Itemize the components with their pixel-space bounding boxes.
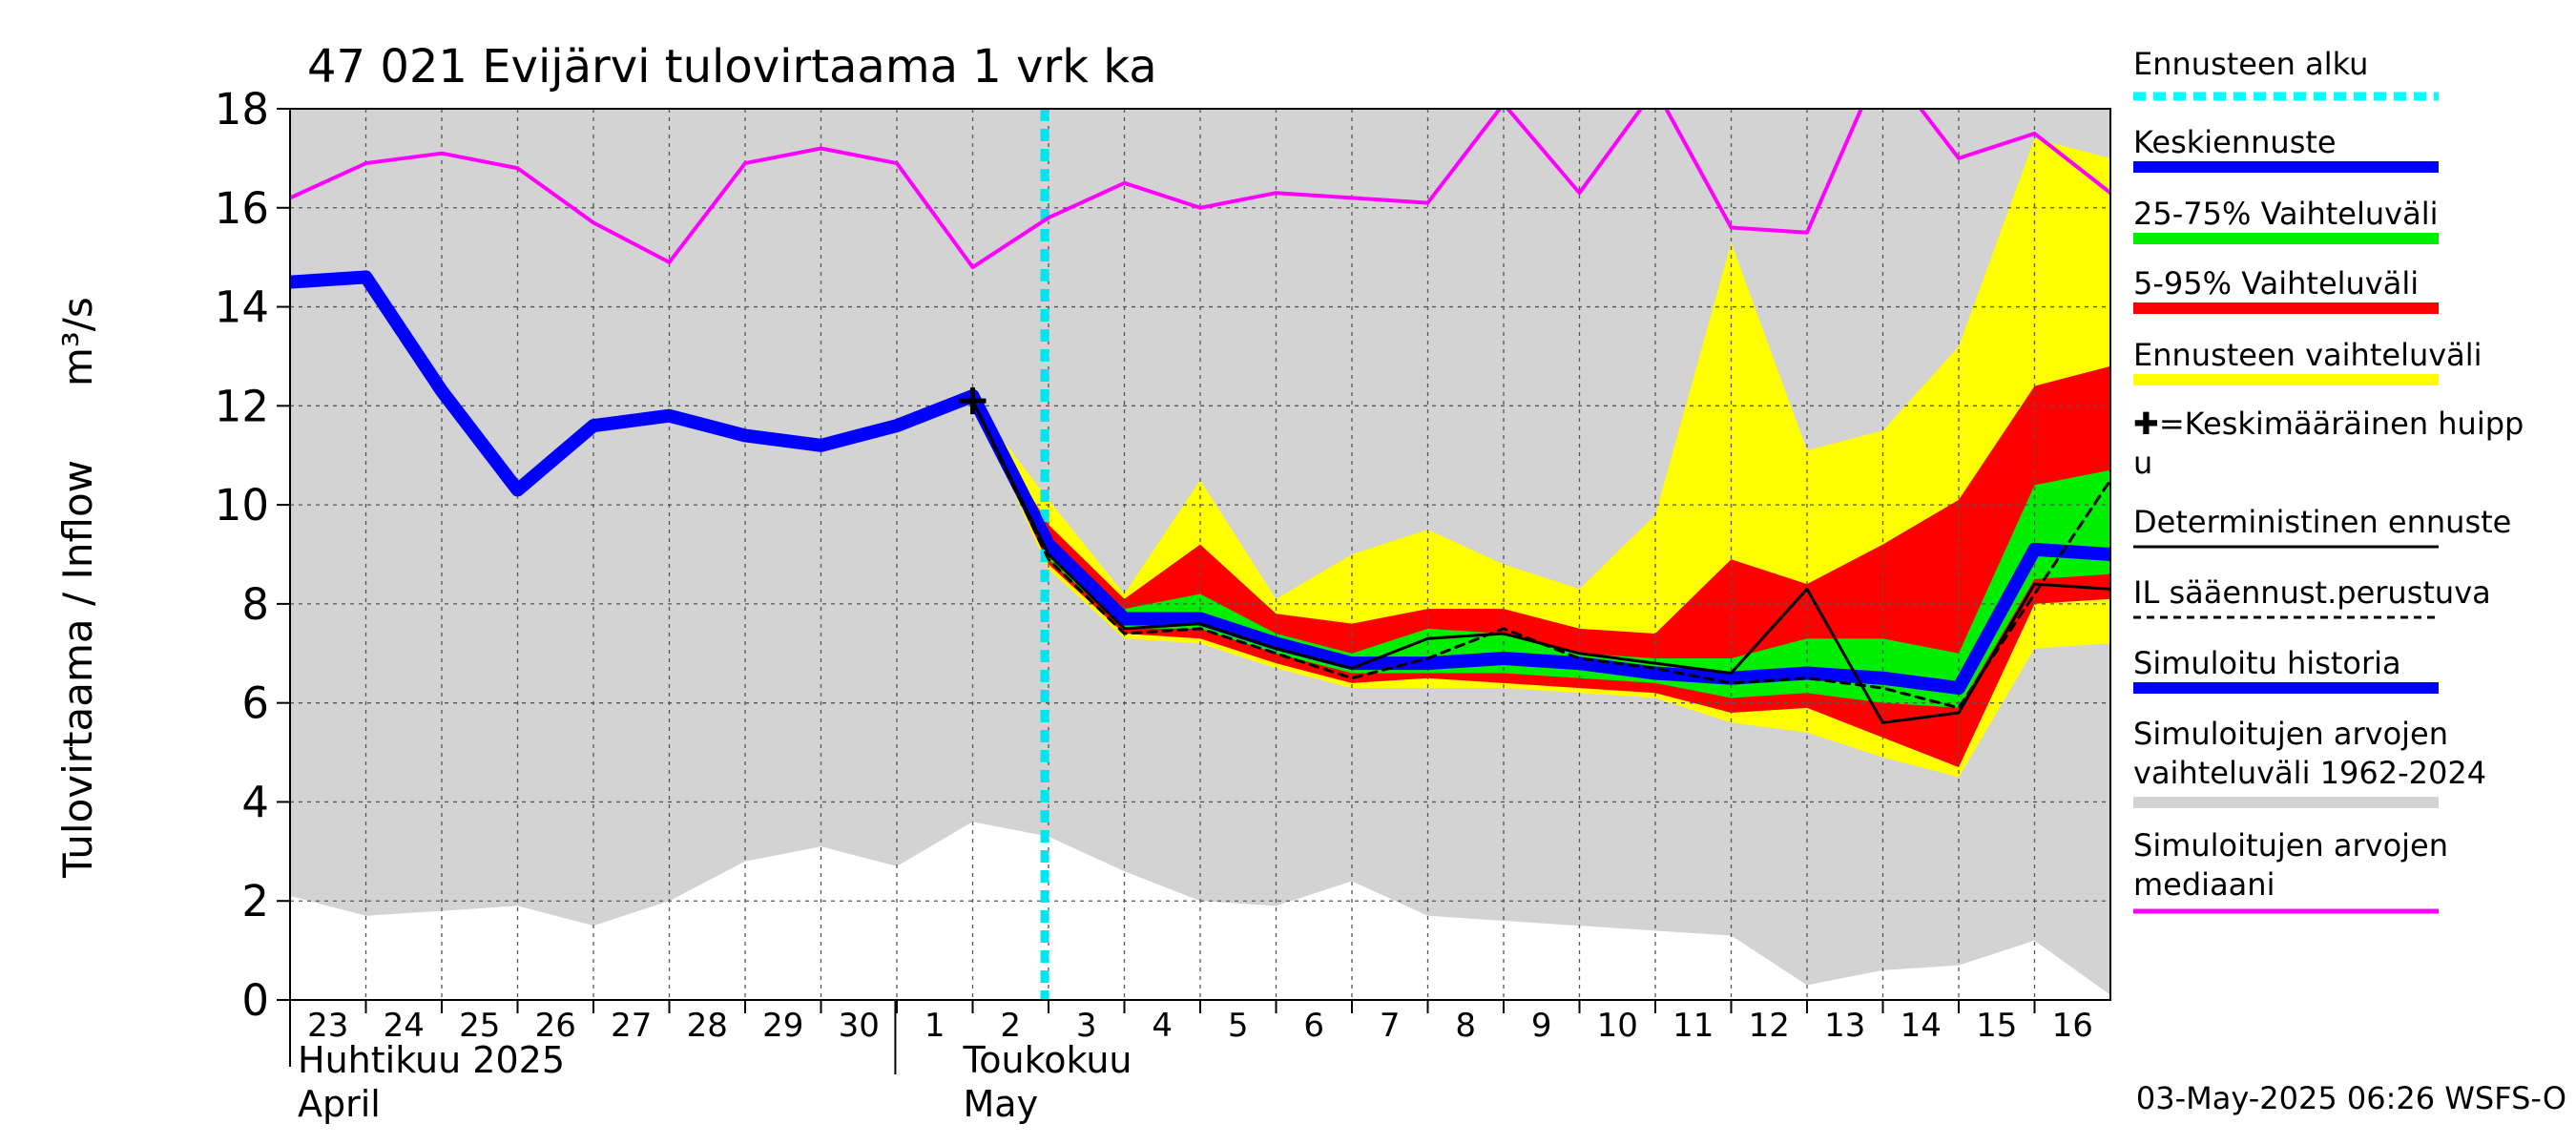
x-tick-label: 7 — [1380, 1007, 1401, 1045]
legend-label-line2: vaihteluväli 1962-2024 — [2133, 755, 2486, 791]
legend-label: Ennusteen vaihteluväli — [2133, 337, 2483, 373]
x-tick-label: 14 — [1901, 1007, 1942, 1045]
x-tick-label: 15 — [1976, 1007, 2017, 1045]
x-tick-label: 9 — [1531, 1007, 1552, 1045]
month-label-may-fi: Toukokuu — [963, 1039, 1132, 1081]
legend-label: Keskiennuste — [2133, 124, 2337, 160]
x-tick-label: 5 — [1228, 1007, 1249, 1045]
x-tick-label: 27 — [611, 1007, 652, 1045]
line-il-s-ennust-perustuva — [971, 399, 2110, 710]
y-tick-label: 2 — [241, 876, 269, 926]
y-tick-label: 14 — [215, 282, 269, 333]
legend-label: Simuloitujen arvojen — [2133, 827, 2448, 864]
legend-label-line2: mediaani — [2133, 866, 2275, 903]
x-tick-label: 11 — [1672, 1007, 1714, 1045]
legend-label: 5-95% Vaihteluväli — [2133, 265, 2419, 302]
y-tick-label: 8 — [241, 579, 269, 630]
x-tick-label: 25 — [459, 1007, 500, 1045]
legend-label: 25-75% Vaihteluväli — [2133, 196, 2438, 232]
x-tick-label: 8 — [1455, 1007, 1476, 1045]
x-tick-label: 6 — [1303, 1007, 1324, 1045]
line-simuloitujen-arvojen-mediaani — [290, 109, 2110, 270]
x-tick-label: 23 — [307, 1007, 348, 1045]
timestamp-footer: 03-May-2025 06:26 WSFS-O — [2136, 1080, 2566, 1116]
month-label-april-fi: Huhtikuu 2025 — [298, 1039, 565, 1081]
legend-label: Simuloitujen arvojen — [2133, 716, 2448, 752]
y-tick-label: 10 — [215, 480, 269, 531]
line-keskiennuste — [966, 388, 2110, 696]
x-tick-label: 13 — [1824, 1007, 1865, 1045]
chart-title: 47 021 Evijärvi tulovirtaama 1 vrk ka — [307, 40, 1157, 94]
x-tick-label: 3 — [1076, 1007, 1097, 1045]
legend-label: ✚=Keskimääräinen huipp — [2133, 406, 2524, 442]
mean-peak-marker — [959, 387, 987, 415]
legend-label: IL sääennust.perustuva — [2133, 574, 2491, 611]
legend-item: 5-95% Vaihteluväli — [2133, 265, 2439, 314]
legend-label-line2: u — [2133, 445, 2152, 481]
y-tick-label: 12 — [215, 381, 269, 431]
x-tick-label: 12 — [1749, 1007, 1790, 1045]
y-tick-label: 0 — [241, 975, 269, 1026]
x-tick-label: 30 — [839, 1007, 880, 1045]
legend-item: Ennusteen vaihteluväli — [2133, 337, 2483, 385]
legend-item: Deterministinen ennuste — [2133, 504, 2511, 549]
month-label-april-en: April — [298, 1083, 381, 1125]
legend-label: Simuloitu historia — [2133, 645, 2401, 681]
x-tick-label: 24 — [384, 1007, 425, 1045]
x-tick-label: 10 — [1597, 1007, 1638, 1045]
y-axis-unit: m³/s — [54, 297, 101, 386]
line-simuloitu-historia — [290, 270, 980, 497]
legend-label: Deterministinen ennuste — [2133, 504, 2511, 540]
y-tick-label: 6 — [241, 678, 269, 729]
x-tick-label: 26 — [535, 1007, 576, 1045]
legend-item: 25-75% Vaihteluväli — [2133, 196, 2439, 244]
month-label-may-en: May — [964, 1083, 1039, 1125]
legend-item: IL sääennust.perustuva — [2133, 574, 2491, 619]
y-tick-label: 4 — [241, 777, 269, 827]
x-tick-label: 1 — [924, 1007, 945, 1045]
y-tick-label: 18 — [215, 84, 269, 135]
x-tick-label: 2 — [1000, 1007, 1021, 1045]
y-axis-label: Tulovirtaama / Inflow — [54, 460, 101, 879]
legend-label: Ennusteen alku — [2133, 46, 2368, 82]
x-tick-label: 28 — [687, 1007, 728, 1045]
x-tick-label: 16 — [2052, 1007, 2093, 1045]
x-tick-label: 4 — [1152, 1007, 1173, 1045]
legend-item: Keskiennuste — [2133, 124, 2439, 173]
x-tick-label: 29 — [762, 1007, 803, 1045]
legend-item: Simuloitu historia — [2133, 645, 2439, 694]
legend-item: Ennusteen alku — [2133, 46, 2439, 101]
y-tick-label: 16 — [215, 183, 269, 234]
